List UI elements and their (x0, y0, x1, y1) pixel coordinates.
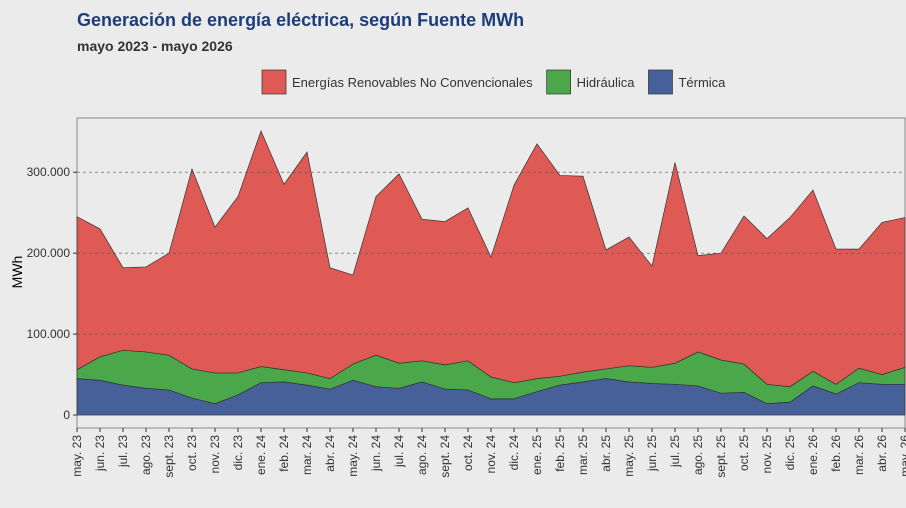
x-tick-label: may. 23 (70, 435, 84, 477)
area (76, 129, 906, 388)
x-tick-label: ene. 25 (530, 435, 544, 475)
x-tick-label: ene. 24 (254, 435, 268, 475)
legend-label: Energías Renovables No Convencionales (292, 75, 533, 90)
x-tick-label: jun. 23 (93, 435, 107, 472)
x-tick-label: may. 26 (898, 435, 906, 477)
chart-title: Generación de energía eléctrica, según F… (77, 10, 524, 30)
x-tick-label: ago. 25 (691, 435, 705, 475)
x-tick-label: sept. 23 (162, 435, 176, 478)
x-tick-label: nov. 23 (208, 435, 222, 474)
chart-subtitle: mayo 2023 - mayo 2026 (77, 38, 233, 54)
legend: Energías Renovables No Convencionales Hid… (261, 69, 726, 95)
y-tick-label: 100.000 (27, 327, 71, 341)
x-tick-label: jul. 23 (116, 435, 130, 468)
legend-swatch (546, 69, 572, 95)
x-tick-label: abr. 25 (599, 435, 613, 472)
x-tick-label: ene. 26 (806, 435, 820, 475)
y-tick-label: 0 (63, 408, 70, 422)
x-tick-label: may. 24 (346, 435, 360, 477)
x-tick-label: ago. 23 (139, 435, 153, 475)
x-tick-label: sept. 24 (438, 435, 452, 478)
x-tick-label: feb. 26 (829, 435, 843, 472)
x-tick-label: feb. 24 (277, 435, 291, 472)
x-tick-label: abr. 26 (875, 435, 889, 472)
x-tick-label: may. 25 (622, 435, 636, 477)
x-tick-label: jun. 25 (645, 435, 659, 472)
legend-swatch (648, 69, 673, 95)
x-tick-label: jun. 24 (369, 435, 383, 472)
x-tick-label: oct. 24 (461, 435, 475, 471)
x-tick-label: abr. 24 (323, 435, 337, 472)
x-tick-label: nov. 25 (760, 435, 774, 474)
x-tick-label: dic. 24 (507, 435, 521, 471)
x-tick-label: dic. 25 (783, 435, 797, 471)
y-tick-label: 200.000 (27, 246, 71, 260)
x-tick-label: nov. 24 (484, 435, 498, 474)
x-tick-label: jul. 24 (392, 435, 406, 468)
y-axis-title: MWh (9, 256, 25, 289)
x-tick-label: ago. 24 (415, 435, 429, 475)
x-tick-label: sept. 25 (714, 435, 728, 478)
x-tick-label: oct. 25 (737, 435, 751, 471)
x-tick-label: dic. 23 (231, 435, 245, 471)
legend-label: Térmica (678, 75, 726, 90)
legend-swatch (261, 69, 287, 95)
x-tick-label: oct. 23 (185, 435, 199, 471)
x-tick-label: jul. 25 (668, 435, 682, 468)
x-tick-label: feb. 25 (553, 435, 567, 472)
legend-label: Hidráulica (577, 75, 636, 90)
y-tick-label: 300.000 (27, 165, 71, 179)
x-tick-label: mar. 24 (300, 435, 314, 475)
x-tick-label: mar. 25 (576, 435, 590, 475)
x-tick-label: mar. 26 (852, 435, 866, 475)
